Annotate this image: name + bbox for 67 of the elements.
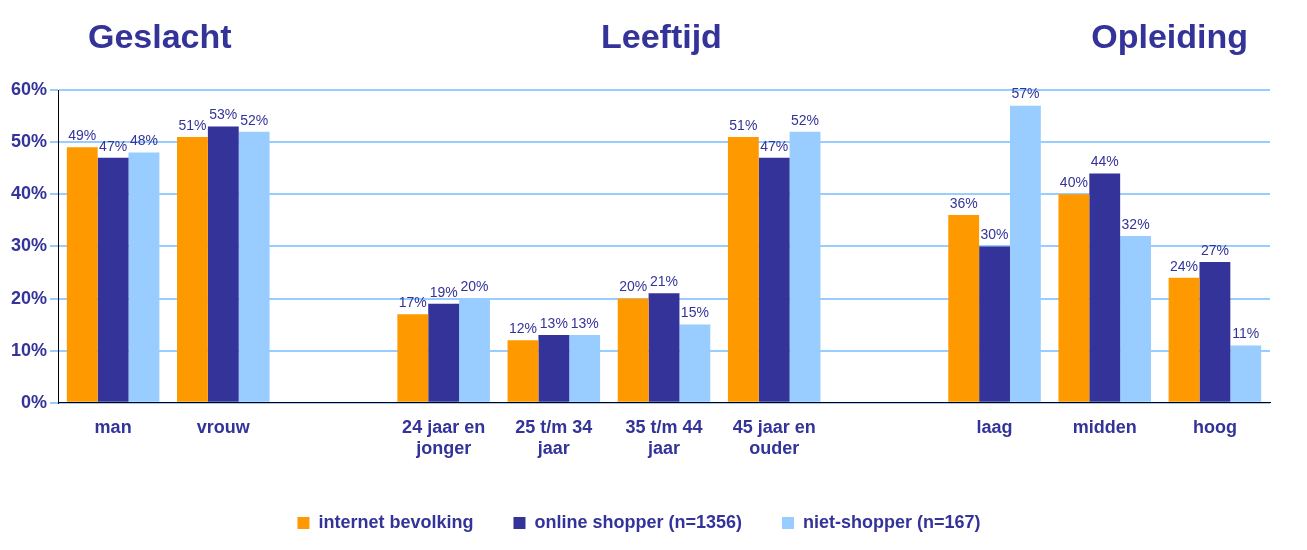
- text: Geslacht: [88, 16, 232, 56]
- data-label: 44%: [1090, 153, 1119, 170]
- bar: [428, 303, 460, 402]
- data-label: 21%: [650, 273, 679, 290]
- bar: [648, 293, 680, 402]
- bar: [727, 136, 759, 402]
- bar: [617, 298, 649, 402]
- data-label: 17%: [398, 294, 427, 311]
- text: Opleiding: [1091, 16, 1248, 56]
- legend-label: online shopper (n=1356): [534, 511, 743, 532]
- bar: [948, 215, 980, 402]
- data-label: 30%: [980, 226, 1009, 243]
- data-label: 49%: [68, 127, 97, 144]
- bar: [207, 126, 239, 402]
- y-tick-label: 50%: [11, 131, 48, 152]
- bar: [1168, 277, 1200, 402]
- data-label: 11%: [1232, 325, 1260, 342]
- bar: [979, 246, 1010, 402]
- x-tick-label: 24 jaar en jonger: [402, 416, 486, 459]
- data-label: 48%: [129, 132, 158, 149]
- data-label: 24%: [1170, 257, 1199, 274]
- data-label: 51%: [729, 116, 758, 133]
- text: Leeftijd: [600, 16, 722, 56]
- data-label: 40%: [1059, 174, 1088, 191]
- x-tick-label: 45 jaar en ouder: [732, 416, 816, 459]
- x-tick-label: laag: [976, 416, 1013, 437]
- data-label: 52%: [791, 111, 820, 128]
- y-tick-label: 10%: [11, 339, 48, 360]
- data-label: 32%: [1121, 215, 1150, 232]
- y-tick-label: 0%: [21, 391, 48, 412]
- data-label: 15%: [680, 304, 709, 321]
- data-label: 19%: [429, 283, 458, 300]
- data-label: 57%: [1011, 85, 1040, 102]
- data-label: 20%: [460, 278, 489, 295]
- legend-label: internet bevolking: [318, 511, 474, 532]
- y-tick-label: 60%: [11, 78, 48, 99]
- data-label: 13%: [539, 314, 568, 331]
- x-tick-label: man: [94, 416, 132, 437]
- legend-label: niet-shopper (n=167): [803, 511, 981, 532]
- bar: [538, 335, 570, 402]
- data-label: 52%: [240, 111, 269, 128]
- bar: [66, 147, 98, 402]
- x-tick-label: midden: [1072, 416, 1137, 437]
- y-tick-label: 20%: [11, 287, 48, 308]
- bar: [397, 314, 429, 402]
- data-label: 53%: [209, 106, 238, 123]
- bar: [1199, 262, 1231, 402]
- y-tick-label: 40%: [11, 183, 48, 204]
- bar: [507, 340, 539, 402]
- data-label: 51%: [178, 116, 207, 133]
- x-tick-label: 35 t/m 44 jaar: [625, 416, 703, 459]
- x-tick-label: hoog: [1192, 416, 1237, 437]
- data-label: 47%: [99, 137, 128, 154]
- bar: [758, 157, 790, 402]
- data-label: 20%: [619, 278, 648, 295]
- bar: [1058, 194, 1090, 402]
- data-label: 36%: [949, 194, 978, 211]
- data-label: 47%: [760, 137, 789, 154]
- bar: [1089, 173, 1121, 402]
- data-label: 27%: [1200, 241, 1229, 258]
- data-label: 13%: [570, 314, 599, 331]
- data-label: 12%: [508, 320, 537, 337]
- x-tick-label: vrouw: [196, 416, 251, 437]
- x-tick-label: 25 t/m 34 jaar: [515, 416, 593, 459]
- bar: [97, 157, 129, 402]
- y-tick-label: 30%: [11, 235, 48, 256]
- bar: [177, 136, 208, 402]
